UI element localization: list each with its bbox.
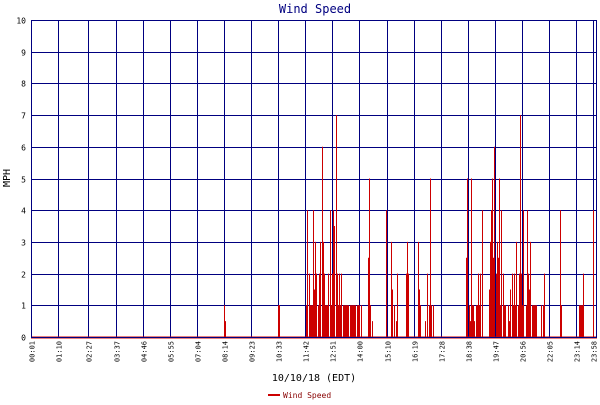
x-tick-label: 08:14 — [222, 341, 230, 362]
x-tick-label: 17:28 — [439, 341, 447, 362]
x-tick-label: 09:23 — [249, 341, 257, 362]
y-axis-label: MPH — [2, 169, 13, 187]
y-tick-label: 1 — [21, 302, 26, 311]
y-tick-label: 2 — [21, 271, 26, 280]
y-tick-label: 4 — [21, 207, 26, 216]
x-tick-label: 05:55 — [168, 341, 176, 362]
x-tick-label: 03:37 — [114, 341, 122, 362]
x-tick-label: 01:10 — [56, 341, 64, 362]
x-tick-label: 22:05 — [547, 341, 555, 362]
y-tick-label: 7 — [21, 112, 26, 121]
x-tick-label: 07:04 — [195, 341, 203, 362]
chart-title: Wind Speed — [279, 2, 351, 16]
x-tick-label: 23:14 — [574, 341, 582, 362]
x-tick-label: 00:01 — [29, 341, 37, 362]
legend-label: Wind Speed — [283, 391, 331, 400]
legend: Wind Speed — [268, 391, 331, 400]
x-tick-label: 16:19 — [412, 341, 420, 362]
x-tick-label: 12:51 — [330, 341, 338, 362]
x-axis-label: 10/10/18 (EDT) — [272, 373, 356, 384]
plot-frame — [31, 20, 597, 338]
x-tick-labels: 00:01 01:10 02:27 03:37 04:46 05:55 07:04 08:14… — [29, 341, 599, 362]
x-tick-label: 19:47 — [493, 341, 501, 362]
y-tick-label: 10 — [16, 17, 26, 26]
x-tick-label: 04:46 — [141, 341, 149, 362]
x-tick-label: 14:00 — [357, 341, 365, 362]
axes — [31, 20, 597, 339]
y-tick-label: 0 — [21, 334, 26, 343]
x-tick-label: 10:33 — [276, 341, 284, 362]
series-bars — [224, 115, 594, 337]
x-tick-label: 18:38 — [466, 341, 474, 362]
x-tick-label: 15:10 — [385, 341, 393, 362]
x-tick-label: 02:27 — [86, 341, 94, 362]
x-tick-label: 20:56 — [520, 341, 528, 362]
y-tick-label: 9 — [21, 49, 26, 58]
y-tick-label: 8 — [21, 80, 26, 89]
y-tick-label: 6 — [21, 144, 26, 153]
x-tick-label: 11:42 — [303, 341, 311, 362]
x-tick-label: 23:58 — [591, 341, 599, 362]
y-tick-label: 3 — [21, 239, 26, 248]
y-tick-labels: 0 1 2 3 4 5 6 7 8 9 10 — [16, 17, 26, 343]
y-tick-label: 5 — [21, 176, 26, 185]
